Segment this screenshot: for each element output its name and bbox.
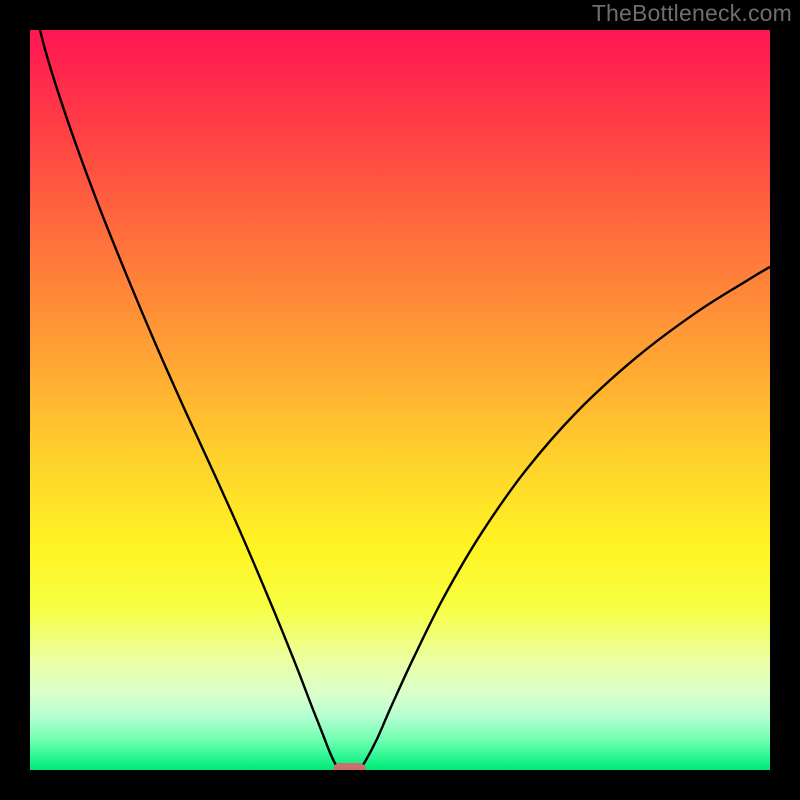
watermark-text: TheBottleneck.com	[592, 0, 792, 27]
bottleneck-curve	[30, 30, 770, 770]
plot-area	[30, 30, 770, 770]
curve-right-branch	[359, 267, 770, 770]
minimum-marker	[333, 763, 366, 770]
curve-left-branch	[30, 30, 341, 770]
